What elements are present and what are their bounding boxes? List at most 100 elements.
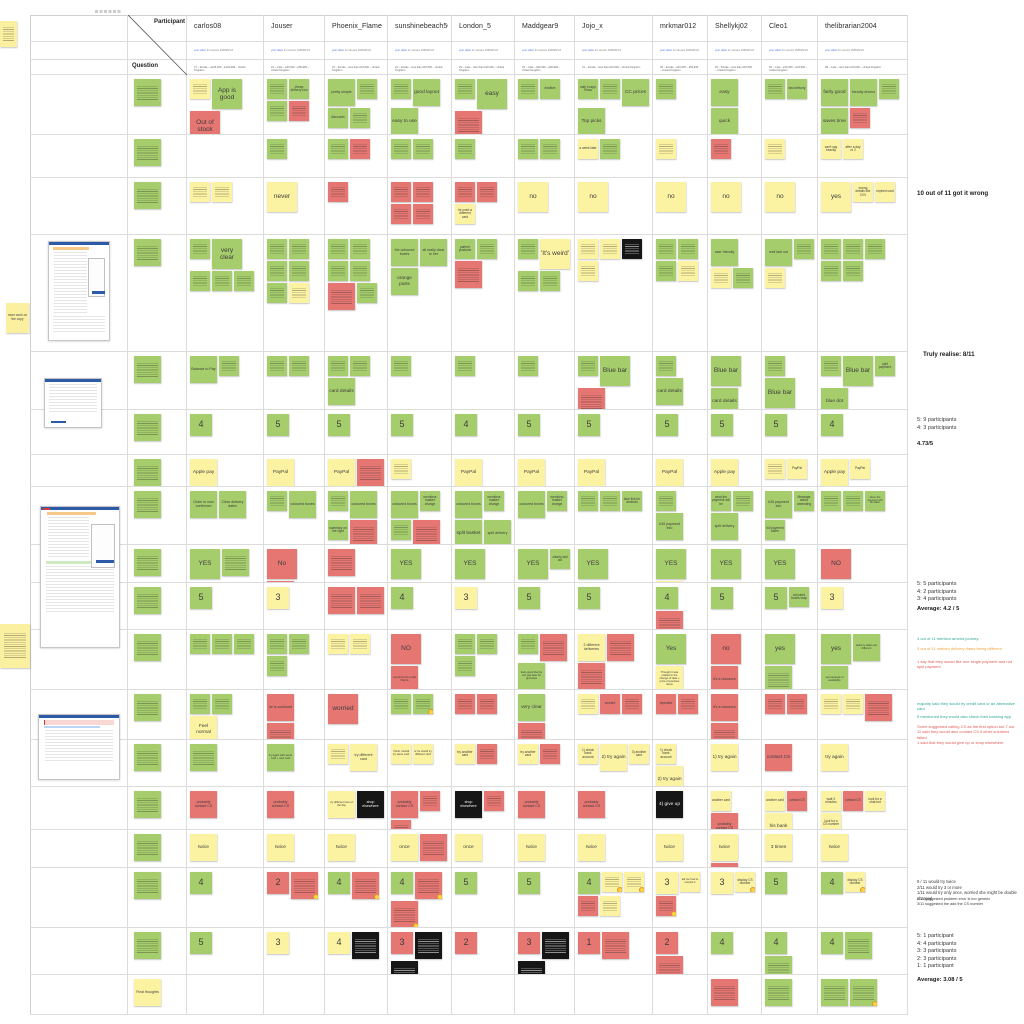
sticky-note[interactable]: NO xyxy=(821,549,851,579)
sticky-note[interactable]: easy xyxy=(711,79,738,106)
sticky-note[interactable] xyxy=(540,744,560,764)
sticky-note[interactable]: Apple pay xyxy=(711,459,738,486)
sticky-note[interactable]: probably contact CS xyxy=(518,791,545,818)
sticky-note[interactable] xyxy=(289,634,309,654)
rating-note[interactable]: 5 xyxy=(765,414,787,436)
rating-note[interactable]: 4 xyxy=(656,587,678,609)
sticky-note[interactable] xyxy=(289,356,309,376)
sticky-note[interactable]: contact CS xyxy=(765,744,792,771)
sticky-note[interactable] xyxy=(656,239,676,259)
sticky-note[interactable] xyxy=(455,79,475,99)
sticky-note[interactable]: try again with same card + new card xyxy=(267,744,294,771)
sticky-note[interactable]: it's a nuisance xyxy=(711,666,738,689)
final-rating-breakdown-summary-text[interactable]: 5: 1 participant 4: 4 participants 3: 3 … xyxy=(917,933,957,970)
sticky-note[interactable]: coloured boxes map xyxy=(789,587,809,607)
sticky-note[interactable] xyxy=(134,587,161,614)
error-suggestions-summary-text[interactable]: 5/11 suggested problem error is too gene… xyxy=(917,897,991,907)
sticky-note[interactable] xyxy=(711,723,738,739)
sticky-note[interactable]: I think I would try same card xyxy=(391,744,411,764)
sticky-note[interactable]: card details xyxy=(711,388,738,409)
sticky-note[interactable] xyxy=(267,634,287,654)
sticky-note[interactable] xyxy=(134,182,161,209)
rating-note[interactable]: 5 xyxy=(765,587,787,609)
session-video-link[interactable]: your video xyxy=(582,49,594,52)
sticky-note[interactable]: Clear delivery dates xyxy=(219,491,246,518)
sticky-note[interactable] xyxy=(879,79,899,99)
rating-note[interactable]: 3 xyxy=(267,932,289,954)
sticky-note[interactable] xyxy=(540,139,560,159)
rating-note[interactable]: 3 xyxy=(267,587,289,609)
sticky-note[interactable] xyxy=(711,863,738,867)
sticky-note[interactable] xyxy=(711,979,738,1006)
sticky-note[interactable]: he is confused xyxy=(267,694,294,721)
sticky-note[interactable] xyxy=(289,101,309,121)
sticky-note[interactable]: coloured boxes xyxy=(350,491,377,518)
rating-note[interactable]: 5 xyxy=(518,872,540,894)
sticky-note[interactable]: PayPal xyxy=(328,459,355,486)
sticky-note[interactable] xyxy=(765,956,792,974)
sticky-note[interactable]: probably contact CS xyxy=(267,791,294,818)
sticky-note[interactable] xyxy=(624,872,644,892)
sticky-note[interactable] xyxy=(455,634,475,654)
sticky-note[interactable]: safe in-app Tesco xyxy=(578,79,598,99)
sticky-note[interactable]: probably contact CS xyxy=(578,791,605,818)
sticky-note[interactable]: mentions this is like Klarna xyxy=(391,666,418,689)
sticky-note[interactable]: pretty simple xyxy=(328,79,355,106)
sticky-note[interactable] xyxy=(656,79,676,99)
sticky-note[interactable]: no xyxy=(656,182,686,212)
rating-note[interactable]: 5 xyxy=(190,587,212,609)
sticky-note[interactable] xyxy=(821,491,841,511)
payment-rating-breakdown-summary-text[interactable]: 5: 9 participants 4: 3 participants xyxy=(917,417,957,431)
sticky-note[interactable]: yes xyxy=(765,634,795,664)
sticky-note[interactable] xyxy=(420,791,440,811)
sticky-note[interactable] xyxy=(600,896,620,916)
sticky-note[interactable] xyxy=(350,139,370,159)
sticky-note[interactable]: Blue bar xyxy=(843,356,873,386)
sticky-note[interactable] xyxy=(413,694,433,714)
sticky-note[interactable] xyxy=(328,182,348,202)
sticky-note[interactable] xyxy=(656,491,676,511)
sticky-note[interactable] xyxy=(477,634,497,654)
rating-note[interactable]: 4 xyxy=(578,872,600,894)
sticky-note[interactable]: intuitive xyxy=(540,79,560,99)
sticky-note[interactable]: Blue bar xyxy=(600,356,630,386)
sticky-note[interactable] xyxy=(821,979,848,1006)
sticky-note[interactable] xyxy=(190,182,210,202)
rating-note[interactable]: 3 xyxy=(711,872,733,894)
sticky-note[interactable] xyxy=(267,261,287,281)
sticky-note[interactable]: tell me how to resolve it xyxy=(680,872,700,892)
sticky-note[interactable]: it's a nuisance xyxy=(711,694,738,721)
sticky-note[interactable] xyxy=(578,261,598,281)
sticky-note[interactable]: YES xyxy=(711,549,741,579)
sticky-note[interactable]: he used a different card xyxy=(455,204,475,224)
rating-note[interactable]: 2 xyxy=(455,932,477,954)
sticky-note[interactable] xyxy=(843,239,863,259)
sticky-note[interactable] xyxy=(350,634,370,654)
sticky-note[interactable] xyxy=(765,979,792,1006)
sticky-note[interactable]: no xyxy=(518,182,548,212)
sticky-note[interactable]: coloured boxes xyxy=(289,491,316,518)
amend-journey-summary-text[interactable]: 4 out of 11 mention amend journey xyxy=(917,636,979,641)
sticky-note[interactable] xyxy=(622,694,642,714)
sticky-note[interactable] xyxy=(518,239,538,259)
sticky-note[interactable]: worried xyxy=(328,694,358,724)
sticky-note[interactable]: 'It's weird' xyxy=(540,239,570,269)
rating-note[interactable]: 4 xyxy=(765,932,787,954)
sticky-note[interactable]: saves time xyxy=(821,108,848,134)
sticky-note[interactable] xyxy=(765,666,792,689)
sticky-note[interactable]: blue link for amends xyxy=(622,491,642,511)
sticky-note[interactable] xyxy=(518,723,545,739)
sticky-note[interactable] xyxy=(765,694,785,714)
sticky-note[interactable] xyxy=(267,239,287,259)
rating-note[interactable]: 3 xyxy=(455,587,477,609)
sticky-note[interactable]: fast delivery xyxy=(787,79,807,99)
sticky-note[interactable]: well laid out xyxy=(765,239,792,266)
sticky-note[interactable] xyxy=(391,520,411,540)
rating-note[interactable]: 3 xyxy=(821,587,843,609)
sticky-note[interactable] xyxy=(578,694,598,714)
sticky-note[interactable]: probably contact CS xyxy=(711,813,738,829)
payment-error-screenshot[interactable] xyxy=(38,714,120,780)
sticky-note[interactable] xyxy=(578,896,598,916)
sticky-note[interactable]: YES xyxy=(391,549,421,579)
sticky-note[interactable]: Apple pay xyxy=(190,459,217,486)
